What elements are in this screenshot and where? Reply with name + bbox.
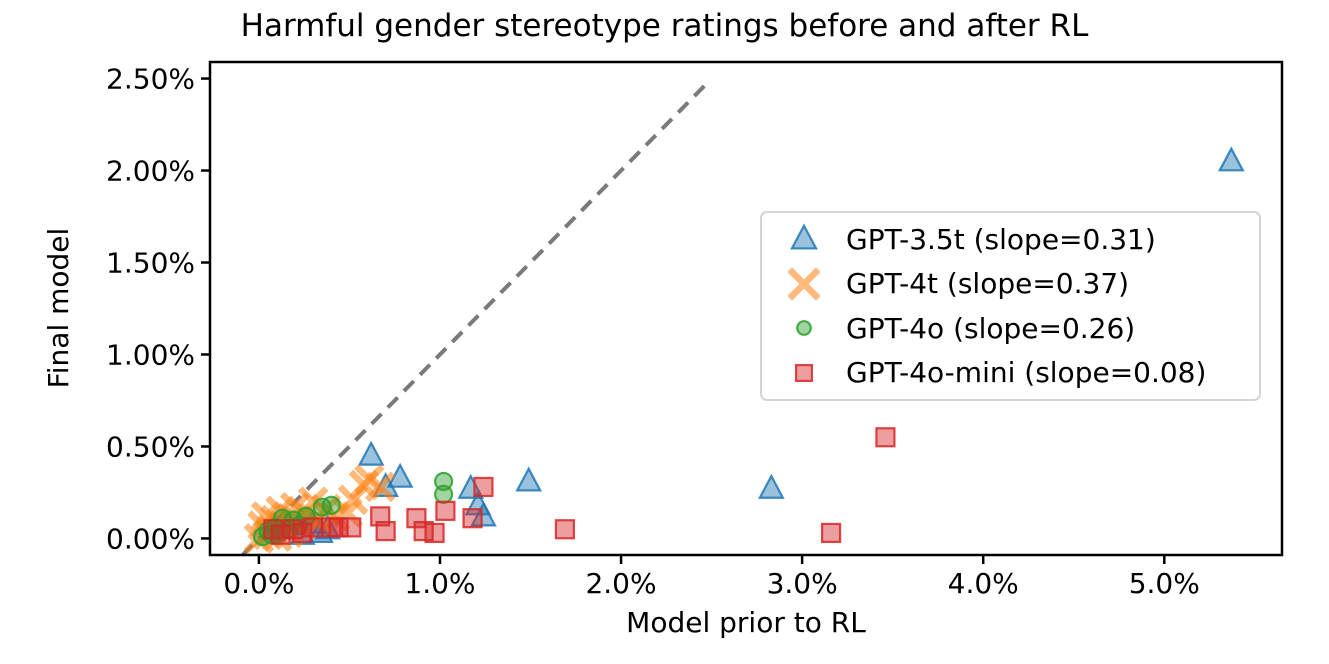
x-marker-icon xyxy=(762,265,846,303)
scatter-point-gpt-4o-mini xyxy=(821,522,842,544)
legend-label-gpt-4o: GPT-4o (slope=0.26) xyxy=(846,311,1136,345)
scatter-point-gpt-4o-mini xyxy=(375,520,396,542)
scatter-point-gpt-4o-mini xyxy=(303,517,324,538)
x-tick-label: 3.0% xyxy=(767,567,838,600)
circle-marker-icon xyxy=(762,309,846,347)
series-gpt-4o-mini xyxy=(263,427,896,545)
scatter-point-gpt-4o xyxy=(321,495,341,515)
scatter-point-gpt-4o-mini xyxy=(554,519,576,540)
scatter-point-gpt-3.5t xyxy=(1217,146,1245,172)
scatter-point-gpt-4o-mini xyxy=(341,517,362,538)
chart-title: Harmful gender stereotype ratings before… xyxy=(240,8,1089,44)
identity-dashed-line xyxy=(241,82,708,557)
legend-row-gpt-3.5t: GPT-3.5t (slope=0.31) xyxy=(762,217,1259,262)
y-tick-label: 2.50% xyxy=(106,63,195,96)
triangle-marker-icon xyxy=(762,220,846,258)
plot-border xyxy=(208,60,1284,557)
scatter-point-gpt-4o-mini xyxy=(413,520,434,542)
legend-label-gpt-4t: GPT-4t (slope=0.37) xyxy=(846,267,1130,301)
scatter-point-gpt-4o xyxy=(433,471,454,492)
scatter-point-gpt-4t xyxy=(364,471,396,503)
scatter-point-gpt-3.5t xyxy=(515,466,543,492)
legend-row-gpt-4o-mini: GPT-4o-mini (slope=0.08) xyxy=(762,351,1259,396)
x-tick-label: 0.0% xyxy=(223,567,294,600)
x-tick-label: 5.0% xyxy=(1129,567,1200,600)
x-tick-label: 2.0% xyxy=(585,567,656,600)
y-tick-label: 1.50% xyxy=(106,247,195,280)
x-axis-label: Model prior to RL xyxy=(626,606,866,639)
legend: GPT-3.5t (slope=0.31) GPT-4t (slope=0.37)… xyxy=(760,211,1261,401)
scatter-point-gpt-3.5t xyxy=(457,473,485,499)
y-tick-label: 0.00% xyxy=(106,522,195,555)
y-tick-label: 1.00% xyxy=(106,338,195,371)
x-tick-label: 4.0% xyxy=(948,567,1019,600)
scatter-point-gpt-3.5t xyxy=(357,440,385,466)
x-tick-label: 1.0% xyxy=(404,567,475,600)
legend-triangle-glyph xyxy=(790,223,818,250)
scatter-point-gpt-4o xyxy=(433,484,454,504)
scatter-point-gpt-4o-mini xyxy=(462,508,483,529)
legend-square-glyph xyxy=(794,363,814,382)
legend-row-gpt-4o: GPT-4o (slope=0.26) xyxy=(762,306,1259,351)
scatter-point-gpt-3.5t xyxy=(758,473,785,499)
scatter-point-gpt-3.5t xyxy=(470,501,497,527)
legend-label-gpt-4o-mini: GPT-4o-mini (slope=0.08) xyxy=(846,356,1207,390)
square-marker-icon xyxy=(762,354,846,392)
legend-row-gpt-4t: GPT-4t (slope=0.37) xyxy=(762,262,1259,307)
scatter-point-gpt-4o-mini xyxy=(875,427,896,448)
scatter-point-gpt-4o-mini xyxy=(435,500,456,521)
y-tick-label: 0.50% xyxy=(106,430,195,463)
scatter-point-gpt-4o-mini xyxy=(370,506,391,527)
y-tick-label: 2.00% xyxy=(106,155,195,188)
scatter-point-gpt-4o-mini xyxy=(424,522,445,544)
legend-circle-glyph xyxy=(796,320,812,337)
scatter-point-gpt-4o-mini xyxy=(473,476,494,498)
legend-label-gpt-3.5t: GPT-3.5t (slope=0.31) xyxy=(846,222,1156,256)
legend-x-glyph xyxy=(787,267,821,301)
